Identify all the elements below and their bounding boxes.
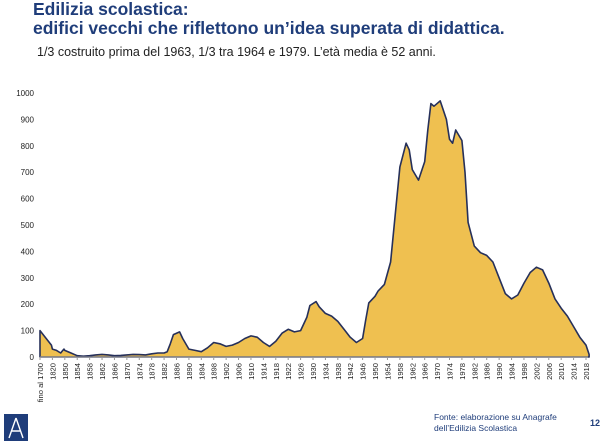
y-tick-label: 700 (21, 168, 35, 177)
x-tick-label: 2002 (532, 363, 541, 380)
x-tick-label: 1946 (359, 363, 368, 380)
x-tick-label: 1970 (433, 363, 442, 380)
x-tick-label: 1918 (272, 363, 281, 380)
x-tick-label: 1870 (123, 363, 132, 380)
x-tick-label: 1894 (197, 363, 206, 380)
x-tick-label: 1982 (470, 363, 479, 380)
x-tick-label: 1886 (173, 363, 182, 380)
x-tick-label: 1978 (458, 363, 467, 380)
x-tick-label: 1986 (483, 363, 492, 380)
x-tick-label: 1958 (396, 363, 405, 380)
x-tick-label: 1914 (259, 363, 268, 380)
x-tick-label: 1898 (210, 363, 219, 380)
x-tick-label: 1866 (110, 363, 119, 380)
y-tick-label: 600 (21, 195, 35, 204)
logo-a-icon (8, 417, 24, 439)
x-tick-label: 1922 (284, 363, 293, 380)
y-tick-label: 900 (21, 115, 35, 124)
x-tick-label: 1954 (383, 363, 392, 380)
source-line-1: Fonte: elaborazione su Anagrafe (434, 412, 557, 422)
title-block: Edilizia scolastica: edifici vecchi che … (33, 0, 505, 38)
source-line-2: dell’Edilizia Scolastica (434, 422, 518, 433)
x-tick-label: 1950 (371, 363, 380, 380)
y-tick-label: 400 (21, 247, 35, 256)
y-tick-label: 800 (21, 142, 35, 151)
x-tick-label: 1890 (185, 363, 194, 380)
x-tick-label: 2014 (570, 363, 579, 380)
x-tick-label: 1990 (495, 363, 504, 380)
y-tick-label: 1000 (16, 89, 34, 98)
y-tick-label: 300 (21, 274, 35, 283)
x-tick-label: 2018 (582, 363, 591, 380)
x-tick-label: 1938 (334, 363, 343, 380)
y-tick-label: 0 (30, 353, 35, 362)
x-tick-label: 1878 (148, 363, 157, 380)
x-tick-label: 1906 (235, 363, 244, 380)
x-tick-label: 1966 (421, 363, 430, 380)
y-axis-ticks: 0 100 200 300 400 500 600 700 800 900 1000 (16, 89, 34, 362)
x-tick-label: 1858 (86, 363, 95, 380)
title-line-1: Edilizia scolastica: (33, 0, 189, 19)
x-tick-label: 1820 (48, 363, 57, 380)
x-tick-label: 1994 (508, 363, 517, 380)
x-tick-label: 1874 (135, 363, 144, 380)
x-tick-label: 1926 (297, 363, 306, 380)
page-number: 12 (590, 418, 601, 428)
x-tick-label: 1974 (446, 363, 455, 380)
x-tick-label: 1998 (520, 363, 529, 380)
x-tick-label: 1850 (61, 363, 70, 380)
x-tick-label: 1882 (160, 363, 169, 380)
logo (4, 414, 28, 441)
title-line-2: edifici vecchi che riflettono un’idea su… (33, 18, 505, 38)
y-tick-label: 100 (21, 327, 35, 336)
x-tick-label: 2010 (557, 363, 566, 380)
x-axis-ticks: fino al 1700 1820 1850 1854 1858 1862 1866 1870… (36, 357, 591, 402)
x-tick-label: 1930 (309, 363, 318, 380)
subtitle: 1/3 costruito prima del 1963, 1/3 tra 19… (37, 45, 436, 59)
chart-area-series (39, 100, 590, 358)
x-tick-label: 1862 (98, 363, 107, 380)
x-tick-label: 1902 (222, 363, 231, 380)
x-tick-label: 2006 (545, 363, 554, 380)
x-tick-label: 1854 (73, 363, 82, 380)
y-tick-label: 200 (21, 300, 35, 309)
x-tick-label: fino al 1700 (36, 363, 45, 402)
y-tick-label: 500 (21, 221, 35, 230)
x-tick-label: 1934 (321, 363, 330, 380)
x-tick-label: 1942 (346, 363, 355, 380)
x-tick-label: 1962 (408, 363, 417, 380)
x-tick-label: 1910 (247, 363, 256, 380)
source-note: Fonte: elaborazione su Anagrafe dell’Edi… (434, 412, 557, 433)
